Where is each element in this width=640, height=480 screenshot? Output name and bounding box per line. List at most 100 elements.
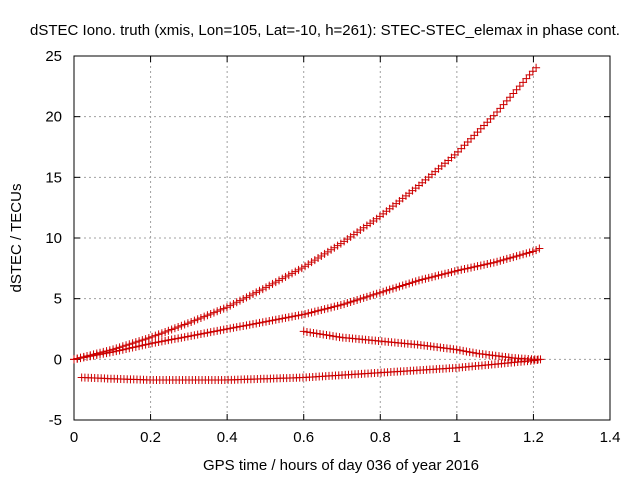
data-point xyxy=(385,285,394,294)
data-point xyxy=(307,258,316,267)
data-point xyxy=(297,264,306,273)
data-point xyxy=(245,320,254,329)
data-point xyxy=(193,330,202,339)
y-tick-label: 15 xyxy=(45,169,62,186)
data-point xyxy=(353,295,362,304)
x-tick-label: 1 xyxy=(453,429,461,446)
data-point xyxy=(465,348,474,357)
data-point xyxy=(346,298,355,307)
data-point xyxy=(297,310,306,319)
data-point xyxy=(187,317,196,326)
data-point xyxy=(222,325,231,334)
data-point xyxy=(327,303,336,312)
y-tick-label: 10 xyxy=(45,230,62,247)
data-point xyxy=(525,248,534,257)
data-point xyxy=(161,327,170,336)
chart-title: dSTEC Iono. truth (xmis, Lon=105, Lat=-1… xyxy=(30,22,620,39)
data-point xyxy=(462,347,471,356)
data-point xyxy=(496,256,505,265)
data-point xyxy=(170,324,179,333)
x-tick-labels: 0 0.2 0.4 0.6 0.8 1 1.2 1.4 xyxy=(70,429,621,446)
data-point xyxy=(271,278,280,287)
data-point xyxy=(455,346,464,355)
data-point xyxy=(284,271,293,280)
data-point xyxy=(200,329,209,338)
data-point xyxy=(454,147,463,156)
data-point xyxy=(359,293,368,302)
data-point xyxy=(258,318,267,327)
data-point xyxy=(309,328,318,337)
data-point xyxy=(379,287,388,296)
x-tick-label: 0.4 xyxy=(217,429,238,446)
y-tick-label: 20 xyxy=(45,109,62,126)
data-point xyxy=(209,327,218,336)
data-point xyxy=(73,354,82,363)
data-point xyxy=(157,337,166,346)
data-point xyxy=(320,249,329,258)
x-tick-label: 0 xyxy=(70,429,78,446)
grid xyxy=(74,56,610,420)
data-point xyxy=(170,334,179,343)
data-point xyxy=(209,308,218,317)
data-point xyxy=(457,144,466,153)
data-point xyxy=(447,268,456,277)
data-point xyxy=(473,128,482,137)
data-point xyxy=(388,284,397,293)
data-point xyxy=(222,303,231,312)
data-point xyxy=(131,342,140,351)
x-tick-label: 0.6 xyxy=(293,429,314,446)
data-point xyxy=(183,319,192,328)
data-point xyxy=(470,131,479,140)
data-point xyxy=(239,295,248,304)
data-point xyxy=(226,301,235,310)
data-point xyxy=(450,267,459,276)
data-point xyxy=(349,296,358,305)
data-point xyxy=(299,327,308,336)
data-point xyxy=(499,100,508,109)
data-point xyxy=(333,301,342,310)
data-point xyxy=(291,312,300,321)
data-marks xyxy=(70,63,545,384)
data-point xyxy=(167,335,176,344)
series-3 xyxy=(299,327,543,364)
data-point xyxy=(302,327,311,336)
data-point xyxy=(329,332,338,341)
data-point xyxy=(245,291,254,300)
data-point xyxy=(463,138,472,147)
data-point xyxy=(322,331,331,340)
data-point xyxy=(206,328,215,337)
data-point xyxy=(330,243,339,252)
data-point xyxy=(294,311,303,320)
data-point xyxy=(112,347,121,356)
y-tick-label: -5 xyxy=(49,412,62,429)
data-point xyxy=(506,93,515,102)
data-point xyxy=(226,324,235,333)
x-tick-label: 0.2 xyxy=(140,429,161,446)
data-point xyxy=(470,262,479,271)
x-axis-label: GPS time / hours of day 036 of year 2016 xyxy=(203,457,479,474)
data-point xyxy=(509,253,518,262)
data-point xyxy=(392,283,401,292)
data-point xyxy=(395,282,404,291)
data-point xyxy=(138,341,147,350)
data-point xyxy=(467,263,476,272)
data-point xyxy=(262,317,271,326)
data-point xyxy=(79,353,88,362)
data-point xyxy=(502,254,511,263)
data-point xyxy=(463,264,472,273)
data-point xyxy=(148,339,157,348)
data-point xyxy=(483,260,492,269)
data-point xyxy=(532,63,541,72)
data-point xyxy=(405,279,414,288)
data-point xyxy=(530,356,539,365)
data-point xyxy=(457,265,466,274)
data-point xyxy=(268,279,277,288)
data-point xyxy=(284,313,293,322)
data-point xyxy=(239,321,248,330)
data-point xyxy=(340,300,349,309)
data-point xyxy=(460,141,469,150)
data-point xyxy=(320,305,329,314)
data-point xyxy=(522,249,531,258)
data-point xyxy=(375,288,384,297)
